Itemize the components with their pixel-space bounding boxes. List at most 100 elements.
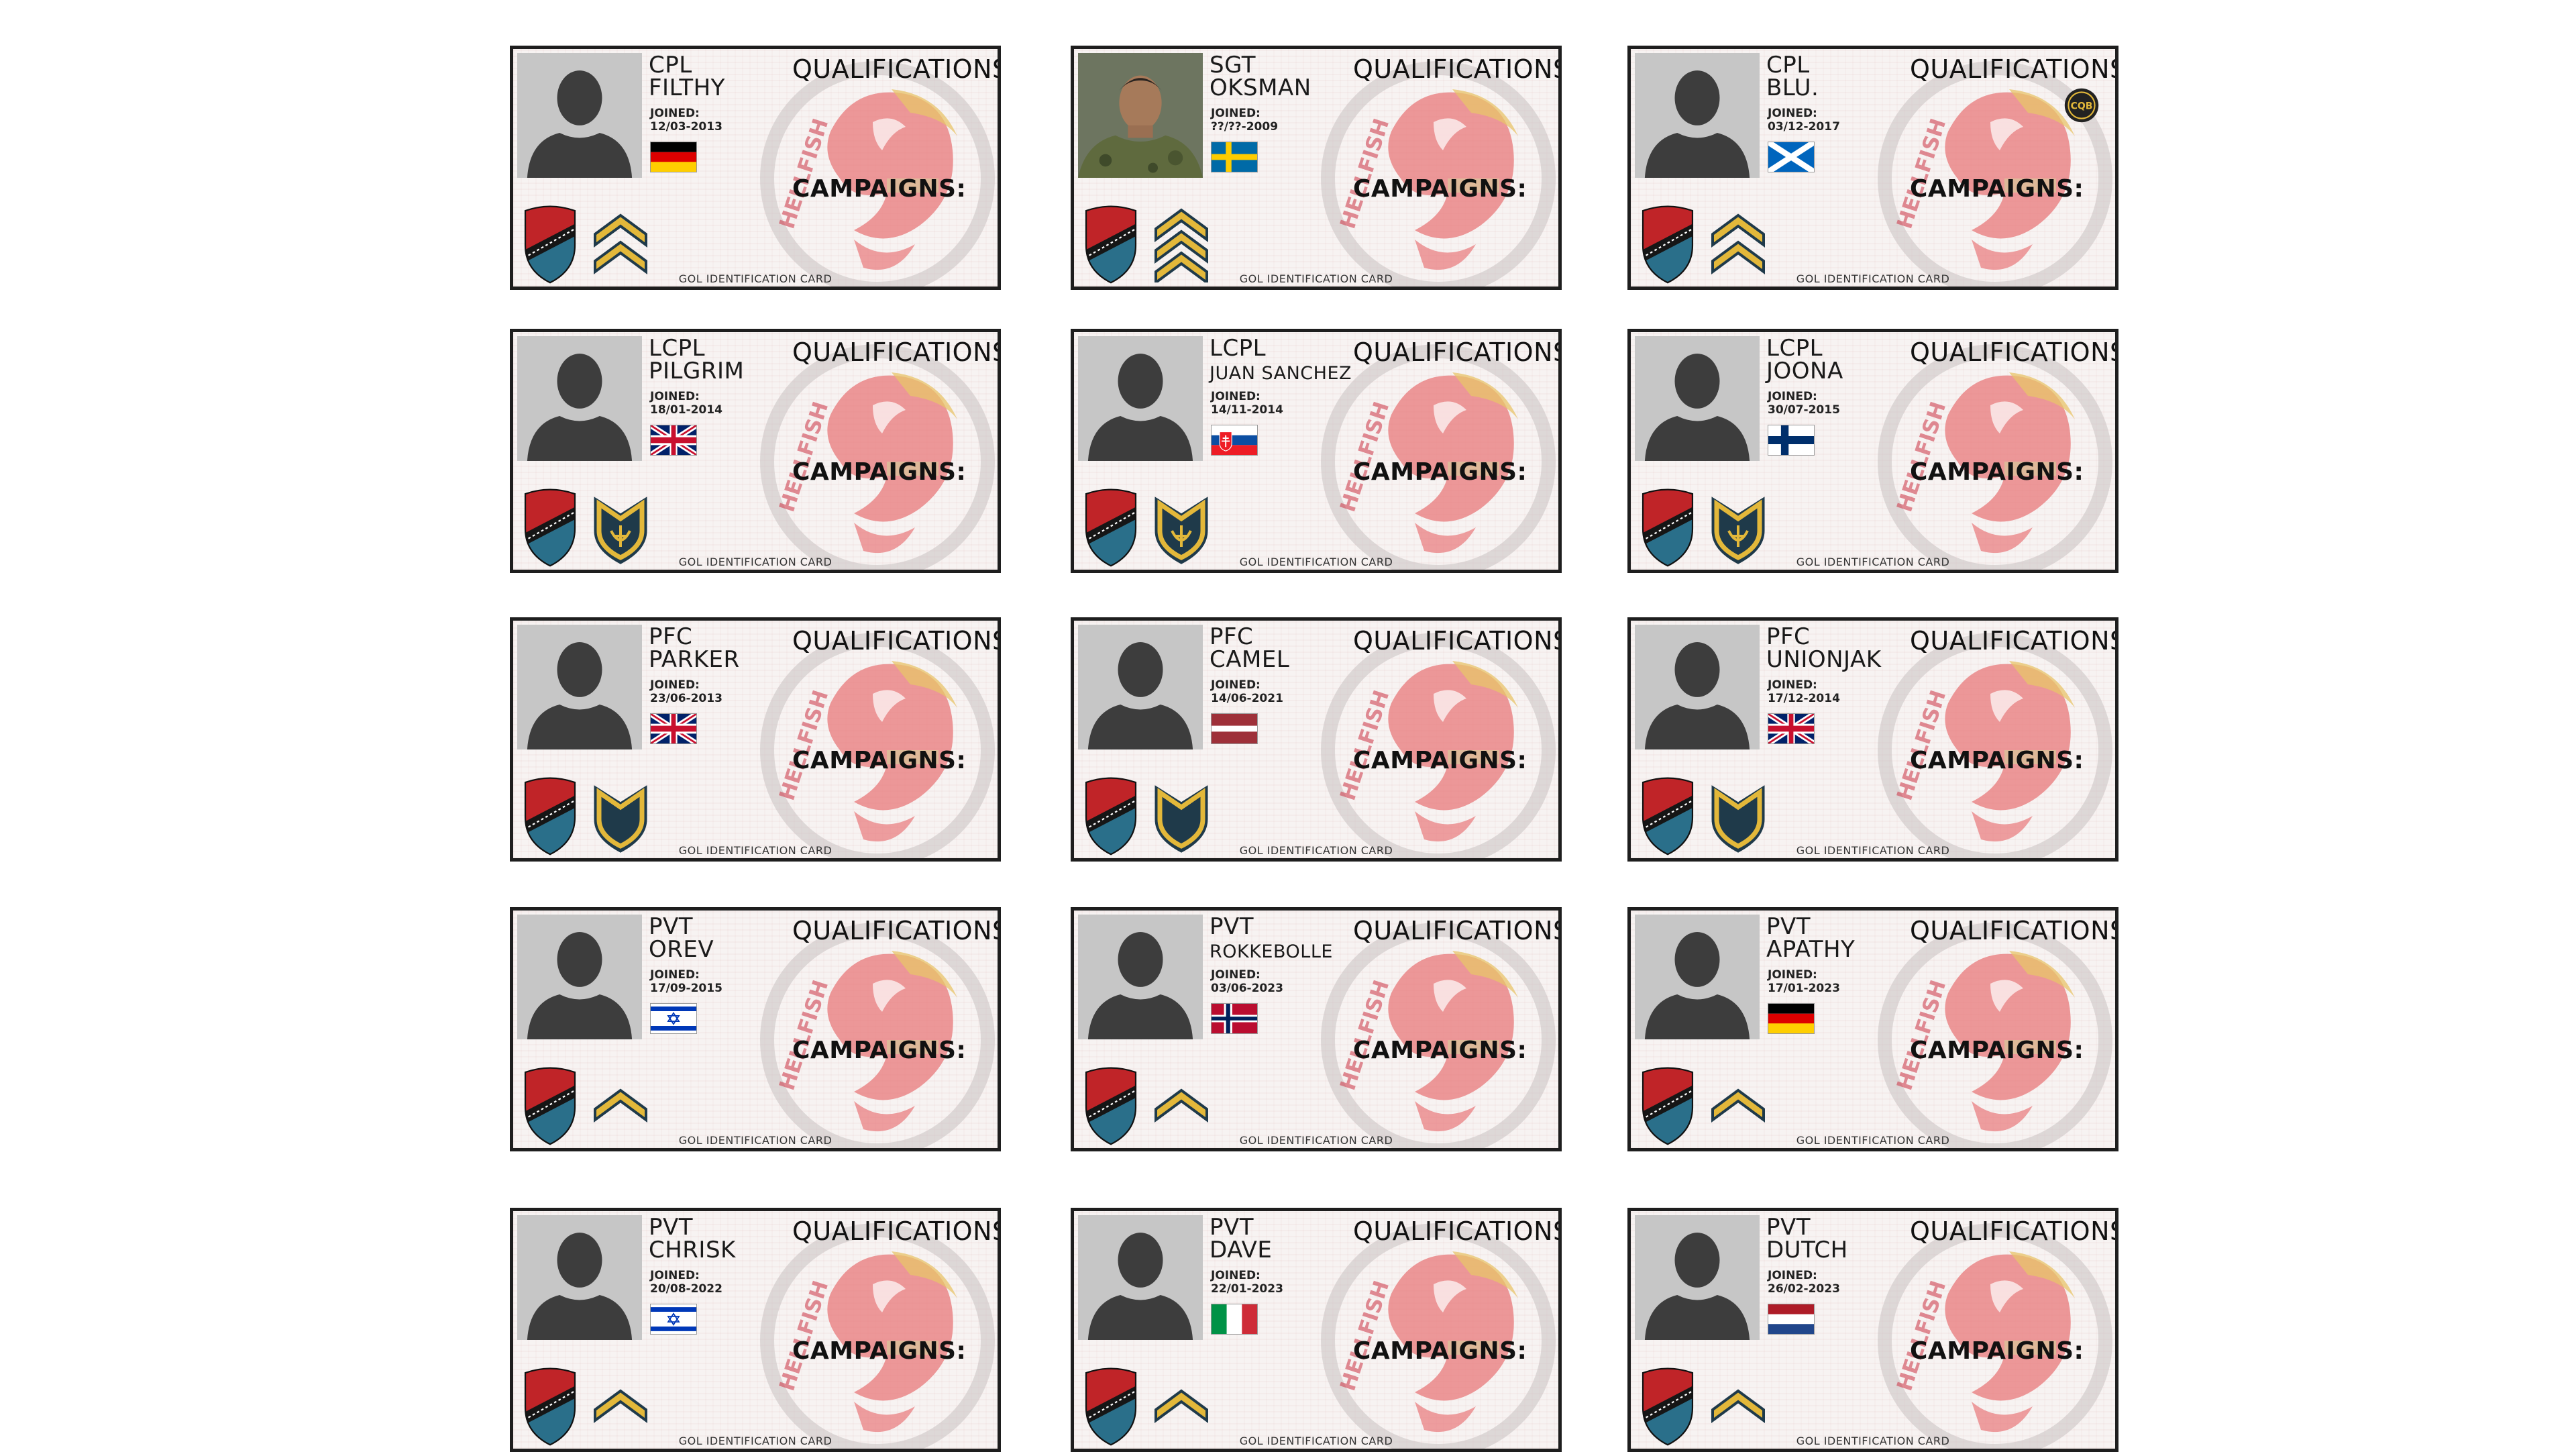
hellfish-emblem-icon: HELLFISH [1321,923,1556,1148]
joined-date: 18/01-2014 [650,403,722,417]
unit-shield-icon [524,205,576,284]
soldier-name: CAMEL [1210,646,1290,673]
rank-abbreviation: PVT [1210,913,1254,940]
campaigns-label: CAMPAIGNS: [792,175,967,203]
card-footer: GOL IDENTIFICATION CARD [1796,1134,1950,1147]
hellfish-emblem-icon: HELLFISH [760,1223,995,1449]
id-card-parker: HELLFISH PFC PARKER JOINED: 23/06-2013 [510,617,1001,862]
card-footer: GOL IDENTIFICATION CARD [1796,272,1950,285]
joined-label: JOINED: [1768,1269,1817,1282]
portrait-silhouette-icon [517,625,642,749]
hellfish-emblem-icon: HELLFISH [1321,1223,1556,1449]
rank-abbreviation: PFC [649,623,693,650]
card-footer: GOL IDENTIFICATION CARD [678,556,833,568]
rank-abbreviation: LCPL [649,335,706,362]
soldier-name: UNIONJAK [1766,646,1882,673]
portrait-silhouette-icon [1635,625,1760,749]
id-card-orev: HELLFISH PVT OREV JOINED: 17/09-2015 QU [510,907,1001,1151]
hellfish-emblem-icon: HELLFISH [1878,344,2112,570]
uk-flag-icon [650,713,697,744]
joined-label: JOINED: [1211,107,1260,120]
joined-date: 23/06-2013 [650,692,722,705]
unit-shield-icon [524,1067,576,1145]
pvt-rank-insignia-icon [1155,1389,1208,1423]
campaigns-label: CAMPAIGNS: [1353,747,1527,774]
soldier-name: JOONA [1766,358,1843,384]
campaigns-label: CAMPAIGNS: [1353,1037,1527,1064]
campaigns-label: CAMPAIGNS: [1353,175,1527,203]
card-footer: GOL IDENTIFICATION CARD [1239,1435,1393,1447]
id-card-blu: HELLFISH CPL BLU. JOINED: 03/12-2017 CQB [1627,46,2118,290]
campaigns-label: CAMPAIGNS: [1910,1337,2084,1365]
israel-flag-icon [650,1304,697,1335]
hellfish-emblem-icon: HELLFISH [1878,1223,2112,1449]
id-card-juan-sanchez: HELLFISH LCPL JUAN SANCHEZ JOINED: 14/11… [1071,329,1562,573]
cpl-rank-insignia-icon [594,213,647,274]
netherlands-flag-icon [1768,1304,1815,1335]
rank-abbreviation: PFC [1210,623,1254,650]
id-card-unionjak: HELLFISH PFC UNIONJAK JOINED: 17/12-2014 [1627,617,2118,862]
campaigns-label: CAMPAIGNS: [1353,458,1527,486]
unit-shield-icon [1085,777,1137,855]
card-footer: GOL IDENTIFICATION CARD [1239,272,1393,285]
pfc-rank-insignia-icon [1155,785,1208,853]
joined-label: JOINED: [1211,678,1260,692]
joined-date: 22/01-2023 [1211,1282,1283,1296]
rank-abbreviation: PVT [1210,1214,1254,1241]
hellfish-emblem-icon: HELLFISH [760,61,995,287]
card-footer: GOL IDENTIFICATION CARD [678,844,833,857]
joined-date: 17/01-2023 [1768,982,1840,995]
rank-abbreviation: PFC [1766,623,1811,650]
qualifications-label: QUALIFICATIONS: [792,626,1001,656]
card-footer: GOL IDENTIFICATION CARD [1796,844,1950,857]
hellfish-emblem-icon: HELLFISH [1878,61,2112,287]
unit-shield-icon [1085,1367,1137,1446]
portrait-silhouette-icon [517,53,642,178]
card-footer: GOL IDENTIFICATION CARD [678,272,833,285]
unit-shield-icon [1642,1367,1694,1446]
portrait-silhouette-icon [517,915,642,1039]
joined-date: 14/06-2021 [1211,692,1283,705]
rank-abbreviation: PVT [1766,913,1811,940]
italy-flag-icon [1211,1304,1258,1335]
joined-date: 26/02-2023 [1768,1282,1840,1296]
unit-shield-icon [524,777,576,855]
soldier-name: OKSMAN [1210,74,1311,101]
soldier-name: BLU. [1766,74,1819,101]
soldier-name: PARKER [649,646,740,673]
qualifications-label: QUALIFICATIONS: [792,916,1001,945]
card-footer: GOL IDENTIFICATION CARD [1796,1435,1950,1447]
joined-label: JOINED: [650,1269,700,1282]
id-card-dutch: HELLFISH PVT DUTCH JOINED: 26/02-2023 Q [1627,1208,2118,1452]
soldier-name: APATHY [1766,936,1856,963]
rank-abbreviation: CPL [649,52,692,79]
portrait-silhouette-icon [1635,1215,1760,1340]
campaigns-label: CAMPAIGNS: [1910,175,2084,203]
portrait-silhouette-icon [1078,1215,1203,1340]
id-card-apathy: HELLFISH PVT APATHY JOINED: 17/01-2023 [1627,907,2118,1151]
joined-date: 03/06-2023 [1211,982,1283,995]
qualifications-label: QUALIFICATIONS: [1910,1216,2118,1246]
card-footer: GOL IDENTIFICATION CARD [1239,844,1393,857]
joined-date: 14/11-2014 [1211,403,1283,417]
campaigns-label: CAMPAIGNS: [1910,458,2084,486]
campaigns-label: CAMPAIGNS: [1910,747,2084,774]
finland-flag-icon [1768,425,1815,456]
campaigns-label: CAMPAIGNS: [792,458,967,486]
portrait-silhouette-icon [1078,336,1203,461]
germany-flag-icon [1768,1003,1815,1034]
card-footer: GOL IDENTIFICATION CARD [1239,556,1393,568]
campaigns-label: CAMPAIGNS: [792,1037,967,1064]
portrait-silhouette-icon [1635,53,1760,178]
joined-label: JOINED: [1211,968,1260,982]
hellfish-emblem-icon: HELLFISH [760,923,995,1148]
unit-shield-icon [1642,777,1694,855]
unit-shield-icon [1642,1067,1694,1145]
unit-shield-icon [1642,205,1694,284]
rank-abbreviation: PVT [1766,1214,1811,1241]
qualifications-label: QUALIFICATIONS: [1910,916,2118,945]
soldier-name: PILGRIM [649,358,745,384]
joined-label: JOINED: [1768,390,1817,403]
portrait-photo [1078,53,1203,178]
portrait-silhouette-icon [1078,625,1203,749]
